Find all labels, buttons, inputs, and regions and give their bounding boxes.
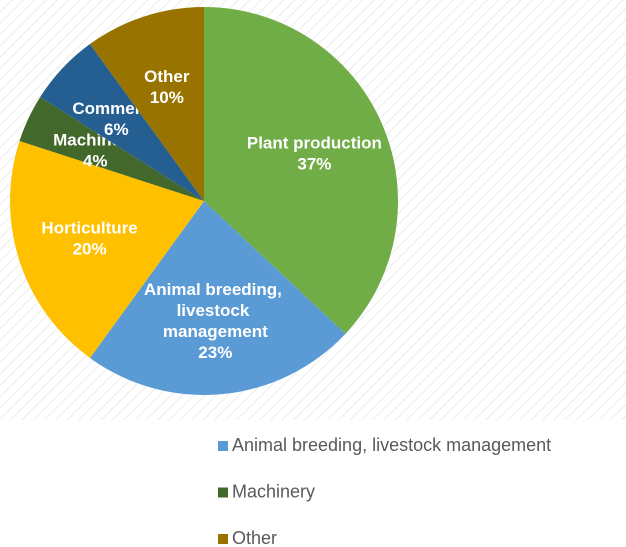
pie-slice xyxy=(10,141,205,358)
slice-value-label: 4% xyxy=(83,151,108,170)
slice-value-label: 6% xyxy=(104,120,129,139)
pie-slice xyxy=(89,201,346,395)
legend-label: Animal breeding, livestock management xyxy=(232,435,551,455)
pie-slice xyxy=(89,7,204,201)
legend-label: Other xyxy=(232,528,277,547)
pie-slice xyxy=(19,97,204,201)
slice-value-label: 37% xyxy=(297,155,331,174)
slice-label: Animal breeding, livestock management xyxy=(144,280,287,341)
slice-label: Horticulture xyxy=(41,219,137,238)
slice-label: Plant production xyxy=(247,134,382,153)
legend-label: Machinery xyxy=(232,481,315,501)
legend-swatch xyxy=(218,441,228,451)
slice-value-label: 23% xyxy=(198,343,232,362)
slice-label: Other xyxy=(144,67,190,86)
pie-slice xyxy=(40,44,205,201)
legend-swatch xyxy=(218,487,228,498)
slice-value-label: 10% xyxy=(150,88,184,107)
legend-swatch xyxy=(218,534,228,544)
slice-value-label: 20% xyxy=(73,240,107,259)
pie-slice xyxy=(204,7,398,334)
